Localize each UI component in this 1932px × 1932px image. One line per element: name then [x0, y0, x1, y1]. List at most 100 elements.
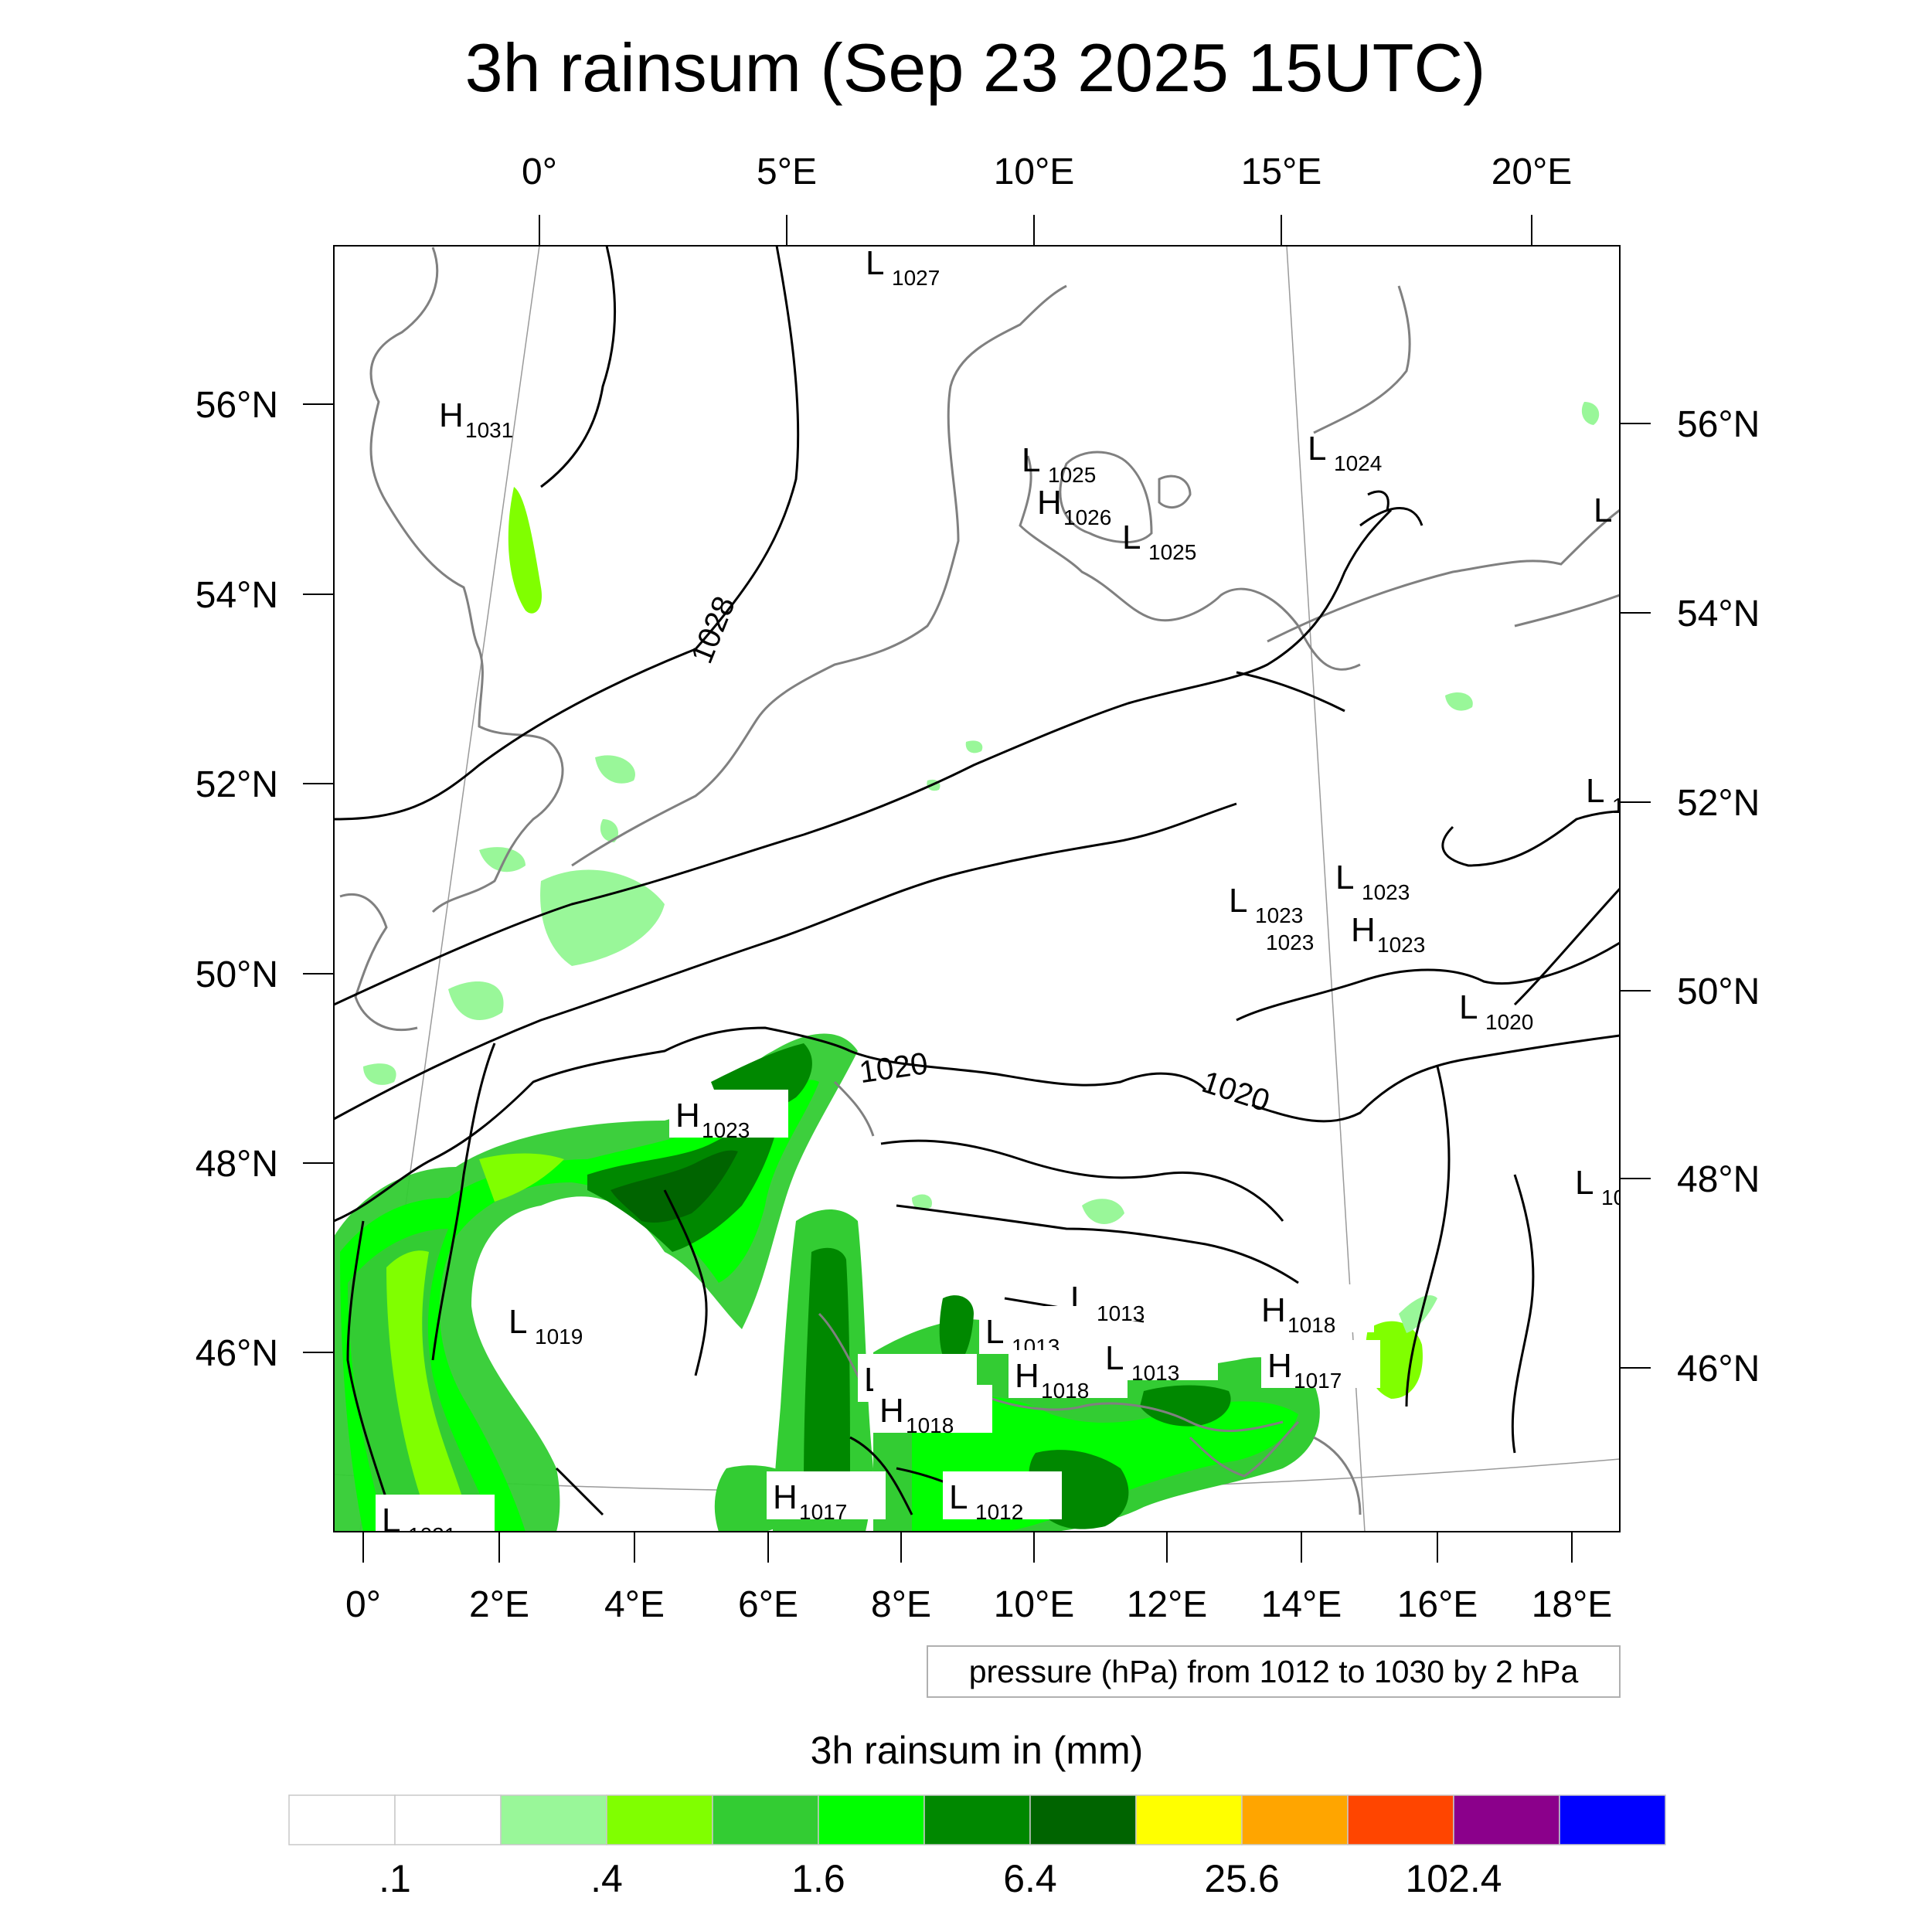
colorbar-boxes — [288, 1794, 1666, 1845]
pressure-center-high: H 1031 — [439, 396, 513, 442]
pressure-center-high: H 1023 — [669, 1090, 788, 1142]
pressure-center-letter: H — [1351, 911, 1376, 949]
colorbar: 3h rainsum in (mm) .1 .4 1.6 6.4 25.6 102.4 — [288, 1729, 1666, 1900]
pressure-center-value: 1018 — [1041, 1379, 1089, 1403]
pressure-center-low: L 1025 — [1022, 441, 1096, 487]
colorbar-tick-labels: .1 .4 1.6 6.4 25.6 102.4 — [379, 1857, 1502, 1900]
map-title: 3h rainsum (Sep 23 2025 15UTC) — [465, 29, 1486, 106]
pressure-center-low: L 1025 — [1122, 519, 1196, 564]
pressure-center-box — [669, 1090, 788, 1138]
pressure-center-letter: L — [1575, 1164, 1594, 1202]
pressure-center-low: L 1024 — [1308, 430, 1382, 475]
bottom-lon-label: 12°E — [1127, 1584, 1208, 1625]
pressure-center-value: 1017 — [1294, 1369, 1342, 1393]
isobar-1020a — [334, 1026, 851, 1223]
pressure-center-letter: L — [985, 1313, 1004, 1351]
colorbar-box — [1559, 1794, 1666, 1845]
pressure-center-value: 1017 — [799, 1500, 847, 1524]
right-lat-label: 54°N — [1677, 594, 1760, 634]
pressure-center-letter: L — [1122, 519, 1141, 556]
pressure-center-letter: L — [866, 244, 884, 282]
isobar-1028 — [334, 246, 800, 821]
top-longitude-labels: 0° 5°E 10°E 15°E 20°E — [522, 151, 1572, 192]
colorbar-box — [394, 1794, 502, 1845]
pressure-center-low: L 1023 — [1335, 859, 1410, 904]
pressure-center-letter: H — [1015, 1357, 1039, 1395]
tick-marks — [303, 215, 1651, 1563]
right-lat-label: 50°N — [1677, 971, 1760, 1012]
colorbar-box — [606, 1794, 713, 1845]
pressure-center-value: 1019 — [535, 1325, 583, 1349]
pressure-center-value: 10 — [1601, 1185, 1625, 1209]
colorbar-box — [288, 1794, 396, 1845]
colorbar-box — [1347, 1794, 1454, 1845]
colorbar-box — [818, 1794, 925, 1845]
left-lat-label: 48°N — [196, 1144, 278, 1185]
pressure-center-letter: H — [1261, 1291, 1286, 1329]
map-frame — [333, 245, 1621, 1532]
pressure-center-box — [943, 1471, 1062, 1519]
pressure-center-value: 1012 — [975, 1500, 1023, 1524]
bottom-lon-label: 16°E — [1397, 1584, 1478, 1625]
pressure-center-letter: H — [773, 1478, 798, 1516]
pressure-center-value: 1023 — [1362, 880, 1410, 904]
pressure-center-letter: H — [439, 396, 464, 434]
left-lat-label: 46°N — [196, 1333, 278, 1374]
pressure-center-low: L 1013 — [1099, 1332, 1218, 1385]
pressure-center-value: 1023 — [1266, 930, 1314, 954]
colorbar-box — [1029, 1794, 1137, 1845]
pressure-note: pressure (hPa) from 1012 to 1030 by 2 hP… — [969, 1654, 1579, 1689]
pressure-center-letter: L — [1594, 492, 1612, 529]
pressure-center-value: 1021 — [408, 1523, 456, 1547]
pressure-center-high: H 1017 — [1261, 1340, 1380, 1393]
top-lon-label: 20°E — [1492, 151, 1573, 192]
pressure-center-value: 1018 — [1287, 1313, 1335, 1337]
left-lat-label: 54°N — [196, 575, 278, 616]
bottom-longitude-labels: 0° 2°E 4°E 6°E 8°E 10°E 12°E 14°E 16°E 1… — [345, 1584, 1612, 1625]
top-lon-label: 0° — [522, 151, 557, 192]
bottom-lon-label: 8°E — [871, 1584, 931, 1625]
pressure-center-high: H 1026 — [1037, 484, 1111, 529]
left-lat-label: 52°N — [196, 764, 278, 805]
pressure-center-value: 1( — [1612, 794, 1632, 818]
pressure-center-letter: L — [1308, 430, 1326, 468]
pressure-center-low: L 1012 — [943, 1471, 1062, 1524]
pressure-center-high: H 1018 — [873, 1385, 992, 1437]
pressure-center-box — [1261, 1340, 1380, 1388]
right-latitude-labels: 56°N 54°N 52°N 50°N 48°N 46°N — [1677, 404, 1760, 1389]
pressure-center-high: H 1018 — [1255, 1284, 1374, 1337]
pressure-center-low: L 10 — [1575, 1164, 1625, 1209]
pressure-center-value: 1025 — [1148, 540, 1196, 564]
pressure-center-box — [1255, 1284, 1374, 1332]
pressure-center-box — [1099, 1332, 1218, 1380]
pressure-center-box — [767, 1471, 886, 1519]
pressure-center-low: L 1023 — [1229, 882, 1303, 927]
left-latitude-labels: 56°N 54°N 52°N 50°N 48°N 46°N — [196, 385, 278, 1374]
colorbar-tick-label: 1.6 — [791, 1857, 845, 1900]
pressure-center-low: L 1( — [1586, 772, 1632, 818]
left-lat-label: 56°N — [196, 385, 278, 426]
pressure-center-low: 1023 — [1266, 930, 1314, 954]
isobar-1020b — [849, 1049, 1207, 1091]
pressure-center-value: 1023 — [1255, 903, 1303, 927]
pressure-center-letter: H — [1037, 484, 1062, 522]
right-lat-label: 56°N — [1677, 404, 1760, 445]
pressure-center-letter: H — [675, 1097, 700, 1134]
pressure-center-box — [873, 1385, 992, 1433]
pressure-center-letter: L — [1335, 859, 1354, 896]
top-lon-label: 10°E — [994, 151, 1075, 192]
colorbar-tick-label: 102.4 — [1405, 1857, 1502, 1900]
pressure-center-low: L 1021 — [376, 1495, 495, 1547]
right-lat-label: 48°N — [1677, 1159, 1760, 1200]
pressure-center-value: 1024 — [1334, 451, 1382, 475]
colorbar-tick-label: .1 — [379, 1857, 411, 1900]
pressure-center-letter: L — [949, 1478, 968, 1516]
pressure-center-value: 1025 — [1048, 463, 1096, 487]
colorbar-box — [712, 1794, 819, 1845]
colorbar-tick-label: 25.6 — [1204, 1857, 1279, 1900]
right-lat-label: 52°N — [1677, 783, 1760, 824]
pressure-center-low: L 1019 — [509, 1303, 583, 1349]
pressure-center-letter: L — [1105, 1339, 1124, 1377]
pressure-center-letter: L — [382, 1502, 400, 1539]
